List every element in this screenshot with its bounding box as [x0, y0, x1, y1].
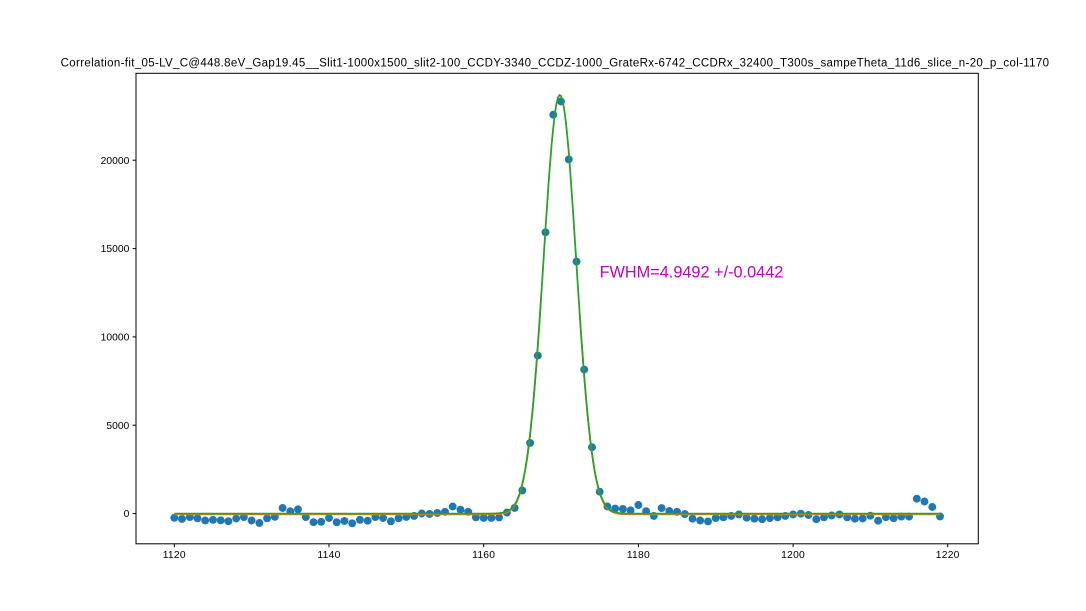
- svg-text:20000: 20000: [101, 156, 130, 167]
- svg-text:1140: 1140: [317, 550, 340, 561]
- svg-text:1160: 1160: [472, 550, 495, 561]
- svg-text:Correlation-fit_05-LV_C@448.8e: Correlation-fit_05-LV_C@448.8eV_Gap19.45…: [61, 58, 1050, 70]
- svg-text:1180: 1180: [627, 550, 650, 561]
- svg-text:15000: 15000: [101, 244, 130, 255]
- svg-text:5000: 5000: [106, 421, 129, 432]
- svg-text:1120: 1120: [163, 550, 186, 561]
- svg-text:FWHM=4.9492 +/-0.0442: FWHM=4.9492 +/-0.0442: [600, 263, 784, 281]
- svg-text:10000: 10000: [101, 333, 130, 344]
- svg-text:0: 0: [124, 509, 130, 520]
- svg-text:1200: 1200: [781, 550, 805, 561]
- svg-text:1220: 1220: [936, 550, 960, 561]
